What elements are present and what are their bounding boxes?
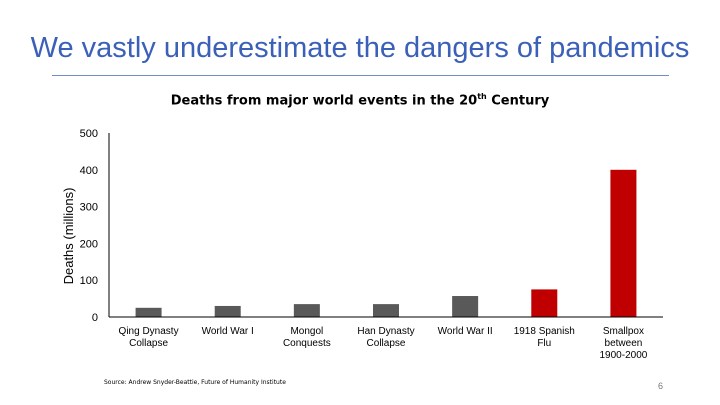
- x-tick-label-line: World War II: [438, 326, 493, 337]
- chart-title: Deaths from major world events in the 20…: [170, 92, 550, 109]
- bar: [610, 169, 637, 317]
- y-axis-ticks: 0 100 200 300 400 500: [80, 128, 98, 324]
- x-tick-label-line: Flu: [537, 338, 551, 349]
- y-tick-label: 200: [80, 238, 98, 250]
- x-tick-label-line: Qing Dynasty: [119, 326, 179, 337]
- x-tick-label-line: between: [605, 338, 643, 349]
- bars: [135, 169, 637, 317]
- y-tick-label: 500: [80, 128, 98, 140]
- x-tick-label-line: Smallpox: [603, 326, 644, 337]
- bar: [293, 304, 320, 317]
- bar: [531, 289, 558, 317]
- bar: [452, 296, 479, 317]
- y-tick-label: 300: [80, 202, 98, 214]
- x-tick-label-line: Collapse: [129, 338, 168, 349]
- x-tick-label: World War I: [202, 326, 254, 337]
- slide-title: We vastly underestimate the dangers of p…: [30, 32, 690, 64]
- x-tick-label-line: Mongol: [290, 326, 323, 337]
- x-tick-label-line: 1918 Spanish: [514, 326, 575, 337]
- x-tick-label-line: Collapse: [367, 338, 406, 349]
- y-tick-label: 100: [80, 275, 98, 287]
- x-tick-label-line: Han Dynasty: [357, 326, 414, 337]
- bar: [214, 305, 241, 317]
- bar: [373, 304, 399, 317]
- page-number: 6: [658, 381, 664, 391]
- title-divider: [52, 75, 669, 76]
- x-tick-label-line: 1900-2000: [600, 350, 648, 361]
- bar: [135, 307, 162, 317]
- source-citation: Source: Andrew Snyder-Beattie, Future of…: [104, 379, 286, 386]
- y-tick-label: 400: [80, 165, 98, 177]
- x-tick-label: World War II: [438, 326, 493, 337]
- y-tick-label: 0: [92, 312, 98, 324]
- x-tick-label-line: Conquests: [283, 338, 331, 349]
- y-axis-label: Deaths (millions): [61, 188, 76, 285]
- x-tick-label-line: World War I: [202, 326, 254, 337]
